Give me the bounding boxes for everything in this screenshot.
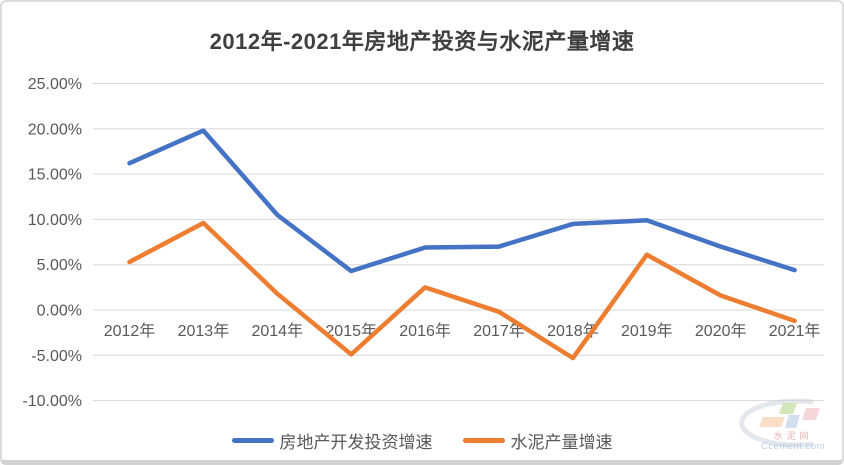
series-line-1: [127, 220, 797, 361]
legend-item-investment: 房地产开发投资增速: [231, 428, 433, 453]
y-axis-tick-label: -10.00%: [22, 393, 82, 410]
y-axis-tick-label: 5.00%: [37, 257, 82, 274]
chart-title: 2012年-2021年房地产投资与水泥产量增速: [209, 29, 635, 54]
cement-net-watermark-logo: 水泥网 Ccement.com: [701, 393, 836, 460]
x-axis-tick-label: 2016年: [399, 322, 451, 340]
legend-swatch-blue-line: [231, 438, 274, 443]
watermark-blue-tile-icon: [785, 415, 800, 428]
y-axis-tick-label: 0.00%: [37, 303, 82, 320]
y-axis-tick-label: -5.00%: [31, 348, 82, 365]
legend-label-investment: 房地产开发投资增速: [279, 433, 433, 452]
watermark-graphic: 水泥网 Ccement.com: [739, 398, 825, 452]
x-axis-tick-label: 2012年: [104, 322, 156, 340]
x-axis-tick-label: 2014年: [251, 322, 303, 340]
x-axis-tick-label: 2013年: [178, 322, 230, 340]
y-axis-tick-label: 20.00%: [28, 121, 82, 138]
x-axis-tick-label: 2019年: [621, 322, 673, 340]
watermark-pink-tile-icon: [802, 408, 820, 420]
legend-item-cement: 水泥产量增速: [462, 428, 613, 453]
x-axis-tick-label: 2020年: [695, 322, 747, 340]
series-line-0: [127, 128, 797, 274]
watermark-orange-tile-icon: [759, 417, 785, 427]
watermark-brand-text: 水泥网: [773, 430, 812, 441]
x-axis-tick-label: 2017年: [473, 322, 525, 340]
legend-swatch-orange-line: [462, 438, 505, 443]
legend-label-cement: 水泥产量增速: [510, 433, 613, 452]
x-axis-tick-label: 2018年: [547, 322, 599, 340]
y-axis-tick-label: 15.00%: [28, 167, 82, 184]
x-axis-tick-label: 2021年: [769, 322, 821, 340]
x-axis-tick-label: 2015年: [325, 322, 377, 340]
y-axis-tick-label: 10.00%: [28, 212, 82, 229]
watermark-site-text: Ccement.com: [761, 441, 825, 452]
chart-legend: 房地产开发投资增速 水泥产量增速: [2, 428, 842, 453]
y-axis-tick-label: 25.00%: [28, 76, 82, 93]
watermark-green-tile-icon: [779, 403, 797, 414]
watermark-swoosh-icon: [739, 398, 814, 448]
